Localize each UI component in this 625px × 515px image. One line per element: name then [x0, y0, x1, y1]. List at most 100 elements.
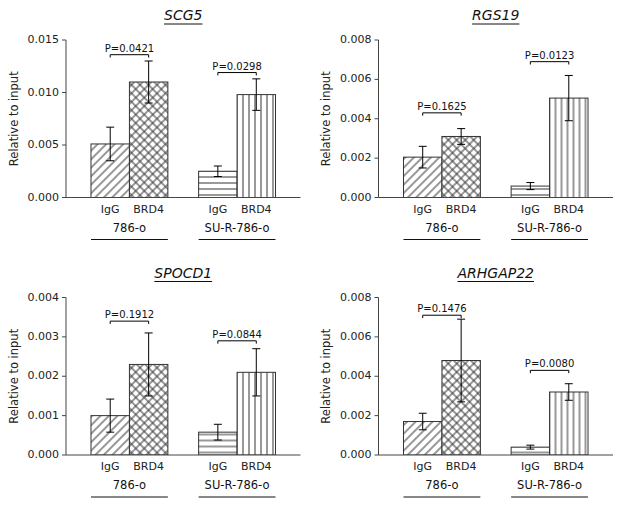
- error-cap: [145, 103, 153, 104]
- error-cap: [419, 146, 427, 147]
- error-bar: [526, 183, 534, 190]
- error-line: [568, 75, 569, 120]
- error-line: [422, 146, 423, 168]
- y-axis-label: Relative to input: [319, 71, 333, 166]
- error-line: [217, 166, 218, 177]
- bar: [237, 95, 275, 198]
- error-cap: [419, 429, 427, 430]
- y-tick: [375, 118, 379, 119]
- x-tick-label: IgG: [521, 460, 540, 473]
- group-label: SU-R-786-o: [205, 478, 270, 492]
- y-tick: [62, 336, 66, 337]
- y-tick-label: 0.000: [28, 448, 60, 461]
- y-tick: [375, 297, 379, 298]
- error-bar: [252, 349, 260, 396]
- y-axis-label: Relative to input: [7, 328, 21, 423]
- y-tick-label: 0.000: [340, 448, 372, 461]
- error-line: [110, 399, 111, 432]
- bars: [403, 75, 588, 197]
- title: SPOCD1: [154, 265, 212, 281]
- error-bar: [526, 445, 534, 449]
- y-tick-label: 0.006: [340, 330, 372, 343]
- y-tick: [375, 40, 379, 41]
- error-bar: [106, 399, 114, 432]
- error-cap: [457, 128, 465, 129]
- x-axis: [66, 197, 301, 198]
- error-bar: [145, 333, 153, 396]
- y-tick: [62, 40, 66, 41]
- x-tick-label: IgG: [208, 203, 227, 216]
- error-bar: [106, 127, 114, 161]
- x-axis: [379, 197, 614, 198]
- y-tick: [62, 197, 66, 198]
- bars: [91, 333, 276, 455]
- y-tick: [375, 336, 379, 337]
- group-underline: [91, 239, 168, 240]
- y-tick-label: 0.004: [28, 291, 60, 304]
- error-cap: [214, 176, 222, 177]
- error-cap: [419, 167, 427, 168]
- group-underline: [403, 497, 480, 498]
- y-tick: [375, 79, 379, 80]
- y-tick: [62, 145, 66, 146]
- y-tick-label: 0.000: [28, 191, 60, 204]
- x-tick-label: IgG: [208, 460, 227, 473]
- panel: 0.0000.0020.0040.0060.008Relative to inp…: [319, 265, 613, 498]
- significance-bracket: [110, 55, 148, 58]
- error-cap: [252, 110, 260, 111]
- error-cap: [214, 440, 222, 441]
- error-line: [217, 424, 218, 440]
- error-line: [530, 183, 531, 190]
- group-label: 786-o: [113, 478, 146, 492]
- x-tick-label: IgG: [521, 203, 540, 216]
- significance-label: P=0.0844: [212, 329, 261, 340]
- error-cap: [526, 449, 534, 450]
- significance-bracket: [218, 73, 256, 76]
- error-cap: [145, 332, 153, 333]
- significance-label: P=0.1476: [417, 303, 466, 314]
- y-tick: [375, 197, 379, 198]
- group-underline: [199, 497, 276, 498]
- bars: [403, 319, 588, 455]
- error-line: [461, 129, 462, 145]
- title: RGS19: [472, 7, 519, 23]
- error-cap: [214, 166, 222, 167]
- group-label: SU-R-786-o: [205, 221, 270, 235]
- x-tick-label: BRD4: [133, 203, 164, 216]
- error-cap: [526, 445, 534, 446]
- y-tick-label: 0.002: [340, 409, 372, 422]
- error-cap: [106, 399, 114, 400]
- significance-bracket: [218, 341, 256, 344]
- error-cap: [457, 401, 465, 402]
- y-tick-label: 0.005: [28, 138, 60, 151]
- significance-bracket: [423, 113, 461, 116]
- y-tick-label: 0.004: [340, 369, 372, 382]
- error-cap: [214, 424, 222, 425]
- error-cap: [457, 319, 465, 320]
- error-line: [530, 445, 531, 449]
- y-tick-label: 0.003: [28, 330, 60, 343]
- error-line: [422, 413, 423, 430]
- x-tick-label: BRD4: [446, 460, 477, 473]
- bars: [91, 61, 276, 198]
- error-cap: [252, 395, 260, 396]
- title-underline: [472, 24, 519, 25]
- y-axis: [66, 40, 67, 198]
- x-tick-label: BRD4: [241, 460, 272, 473]
- panel: 0.0000.0050.0100.015Relative to inputIgG…: [7, 7, 301, 240]
- x-tick-label: BRD4: [553, 460, 584, 473]
- error-bar: [457, 319, 465, 402]
- error-cap: [565, 400, 573, 401]
- group-label: SU-R-786-o: [517, 221, 582, 235]
- y-tick: [62, 455, 66, 456]
- error-line: [148, 333, 149, 396]
- title: SCG5: [164, 7, 203, 23]
- group-label: 786-o: [425, 221, 458, 235]
- x-tick-label: IgG: [101, 203, 120, 216]
- y-tick-label: 0.000: [340, 191, 372, 204]
- significance-bracket: [423, 315, 461, 318]
- x-axis: [66, 455, 301, 456]
- error-cap: [106, 160, 114, 161]
- error-cap: [526, 182, 534, 183]
- significance-label: P=0.0421: [105, 43, 154, 54]
